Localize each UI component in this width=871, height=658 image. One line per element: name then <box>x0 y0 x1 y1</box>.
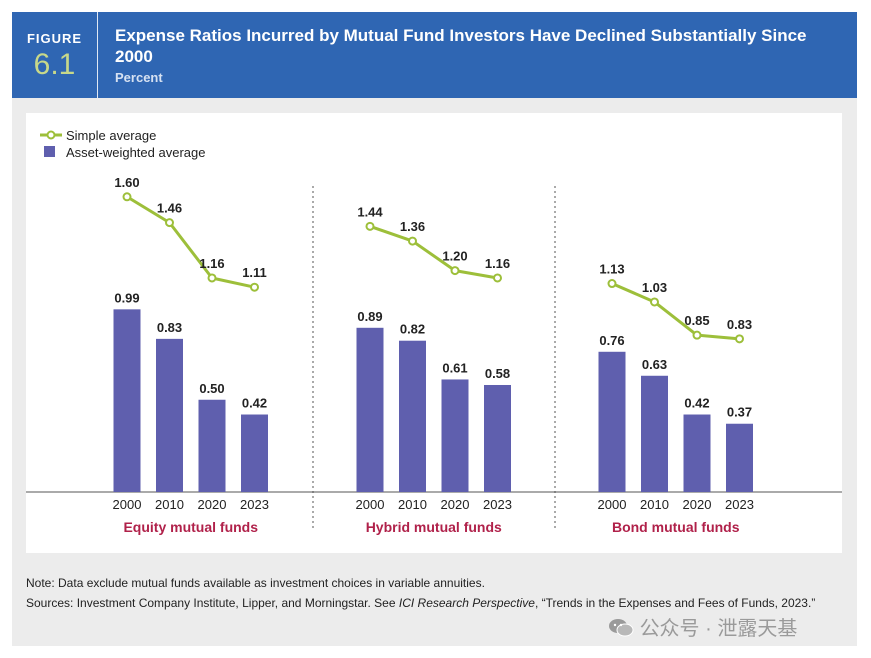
bar-value-label: 0.42 <box>684 396 709 411</box>
group-label: Equity mutual funds <box>123 519 258 535</box>
bar-asset-weighted <box>156 338 183 492</box>
sources-publication: ICI Research Perspective <box>398 596 535 610</box>
bar-asset-weighted <box>726 423 753 492</box>
x-tick-label: 2023 <box>725 497 754 512</box>
x-tick-label: 2020 <box>198 497 227 512</box>
chart-title: Expense Ratios Incurred by Mutual Fund I… <box>115 26 807 66</box>
x-tick-label: 2000 <box>356 497 385 512</box>
x-tick-label: 2010 <box>398 497 427 512</box>
legend-simple-marker-icon <box>46 130 56 140</box>
legend-simple-label: Simple average <box>66 128 156 143</box>
watermark: 公众号 · 泄露天基 <box>608 612 797 641</box>
line-point <box>250 282 259 292</box>
x-tick-label: 2020 <box>683 497 712 512</box>
group-label: Bond mutual funds <box>612 519 740 535</box>
sources-text: Sources: Investment Company Institute, L… <box>26 596 826 611</box>
bar-asset-weighted <box>441 379 469 492</box>
chart-area: Simple average Asset-weighted average 0.… <box>12 98 857 646</box>
bar-value-label: 0.58 <box>485 366 510 381</box>
figure-number: 6.1 <box>33 48 76 81</box>
chart-panel: Simple average Asset-weighted average 0.… <box>26 113 842 553</box>
x-tick-label: 2000 <box>598 497 627 512</box>
line-point <box>365 221 375 231</box>
x-tick-label: 2020 <box>441 497 470 512</box>
chart-svg: Simple average Asset-weighted average 0.… <box>26 128 842 535</box>
sources-suffix: , “Trends in the Expenses and Fees of Fu… <box>534 596 816 610</box>
line-value-label: 1.20 <box>442 249 467 264</box>
line-point <box>408 236 417 246</box>
simple-average-line <box>369 224 498 280</box>
bar-value-label: 0.37 <box>727 405 752 420</box>
line-value-label: 1.16 <box>485 256 510 271</box>
figure-label: FIGURE 6.1 <box>12 12 98 98</box>
wechat-icon <box>609 619 634 637</box>
legend-weighted-swatch-icon <box>44 146 55 157</box>
bar-value-label: 0.63 <box>642 357 667 372</box>
bar-asset-weighted <box>113 309 141 492</box>
line-point <box>493 273 502 283</box>
line-point <box>735 334 744 344</box>
bar-value-label: 0.76 <box>599 333 624 348</box>
x-tick-label: 2010 <box>155 497 184 512</box>
line-value-label: 0.85 <box>684 313 709 328</box>
simple-average-line <box>611 282 740 341</box>
note-text: Note: Data exclude mutual funds availabl… <box>26 576 485 590</box>
x-tick-label: 2023 <box>240 497 269 512</box>
bar-value-label: 0.42 <box>242 396 267 411</box>
line-value-label: 1.46 <box>157 201 182 216</box>
line-value-label: 1.13 <box>599 262 624 277</box>
bar-value-label: 0.89 <box>357 309 382 324</box>
bar-value-label: 0.61 <box>442 360 467 375</box>
x-tick-label: 2010 <box>640 497 669 512</box>
line-value-label: 1.11 <box>242 265 267 280</box>
watermark-text: 公众号 · 泄露天基 <box>639 618 798 640</box>
line-point <box>122 192 132 202</box>
legend: Simple average Asset-weighted average <box>40 128 205 160</box>
line-point <box>207 273 217 283</box>
line-point <box>650 297 659 307</box>
sources-prefix: Sources: Investment Company Institute, L… <box>26 596 399 610</box>
bar-asset-weighted <box>598 351 626 492</box>
line-value-label: 1.60 <box>114 175 139 190</box>
line-point <box>165 218 174 228</box>
line-value-label: 1.36 <box>400 219 425 234</box>
line-value-label: 1.16 <box>199 256 224 271</box>
figure-word: FIGURE <box>26 31 83 46</box>
bar-asset-weighted <box>399 340 426 492</box>
figure-header: FIGURE 6.1 Expense Ratios Incurred by Mu… <box>12 12 857 98</box>
chart-notes: Note: Data exclude mutual funds availabl… <box>26 576 826 616</box>
bar-value-label: 0.99 <box>114 290 139 305</box>
line-point <box>450 266 460 276</box>
x-tick-label: 2000 <box>113 497 142 512</box>
bar-asset-weighted <box>641 375 668 492</box>
line-value-label: 1.03 <box>642 280 667 295</box>
line-point <box>607 279 617 289</box>
legend-weighted-label: Asset-weighted average <box>66 145 205 160</box>
chart-subtitle: Percent <box>115 70 163 85</box>
x-tick-label: 2023 <box>483 497 512 512</box>
bar-value-label: 0.82 <box>400 322 425 337</box>
bar-value-label: 0.50 <box>199 381 224 396</box>
bar-asset-weighted <box>198 399 226 492</box>
simple-average-line <box>126 195 255 289</box>
group-label: Hybrid mutual funds <box>366 519 502 535</box>
line-point <box>692 330 702 340</box>
bar-value-label: 0.83 <box>157 320 182 335</box>
bar-asset-weighted <box>484 384 511 492</box>
line-value-label: 0.83 <box>727 317 752 332</box>
line-value-label: 1.44 <box>357 204 383 219</box>
bar-asset-weighted <box>241 414 268 492</box>
bar-asset-weighted <box>683 414 711 492</box>
bar-asset-weighted <box>356 327 384 492</box>
chart-marks: 0.99 0.83 0.50 0.42 1.60 1.46 1.16 1.11 2000 2010… <box>113 175 754 535</box>
